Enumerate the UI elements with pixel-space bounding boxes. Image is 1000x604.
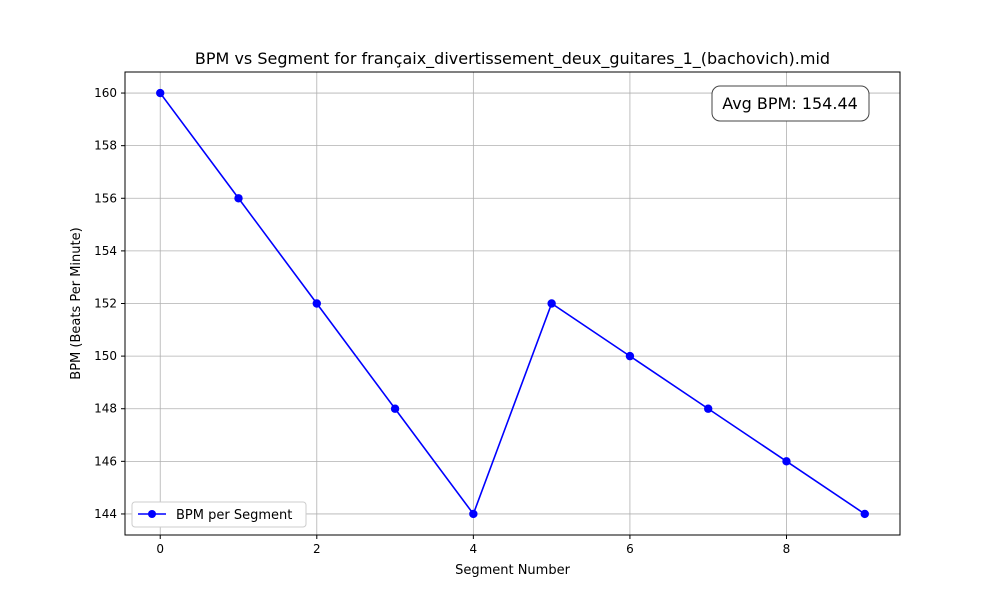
y-tick-label: 154 [94,244,117,258]
data-point [860,509,869,519]
data-point [625,351,635,361]
chart-title: BPM vs Segment for françaix_divertisseme… [195,49,830,69]
y-tick-label: 160 [94,86,117,100]
grid-lines [125,72,900,535]
x-axis-label: Segment Number [455,563,571,578]
series-layer [156,88,869,519]
y-tick-label: 156 [94,191,117,205]
x-tick-label: 8 [783,542,791,556]
avg-bpm-annotation: Avg BPM: 154.44 [711,85,870,122]
legend-marker-swatch [148,510,156,518]
data-point [156,88,165,98]
data-point [704,404,713,413]
data-point [782,457,791,466]
y-tick-label: 144 [94,507,117,521]
y-tick-label: 146 [94,454,117,468]
y-tick-label: 158 [94,139,117,153]
x-tick-label: 0 [156,542,164,556]
y-axis-label: BPM (Beats Per Minute) [69,227,84,379]
y-tick-label: 152 [94,297,117,311]
legend-frame [131,501,307,528]
y-tick-label: 148 [94,402,117,416]
x-tick-label: 4 [470,542,478,556]
data-point [234,194,243,203]
x-tick-label: 2 [313,542,321,556]
data-point [547,299,556,308]
data-point [390,404,400,413]
x-tick-label: 6 [626,542,634,556]
avg-bpm-text: Avg BPM: 154.44 [722,94,858,113]
data-point [312,299,321,308]
annotation-box-frame [711,85,870,122]
series-line [159,92,866,516]
data-point [469,509,478,519]
y-tick-label: 150 [94,349,117,363]
legend-label: BPM per Segment [176,508,292,523]
axis-ticks: 0 2 4 6 8 144 146 148 150 152 154 156 158 160 [94,86,790,556]
legend: BPM per Segment [131,501,307,528]
